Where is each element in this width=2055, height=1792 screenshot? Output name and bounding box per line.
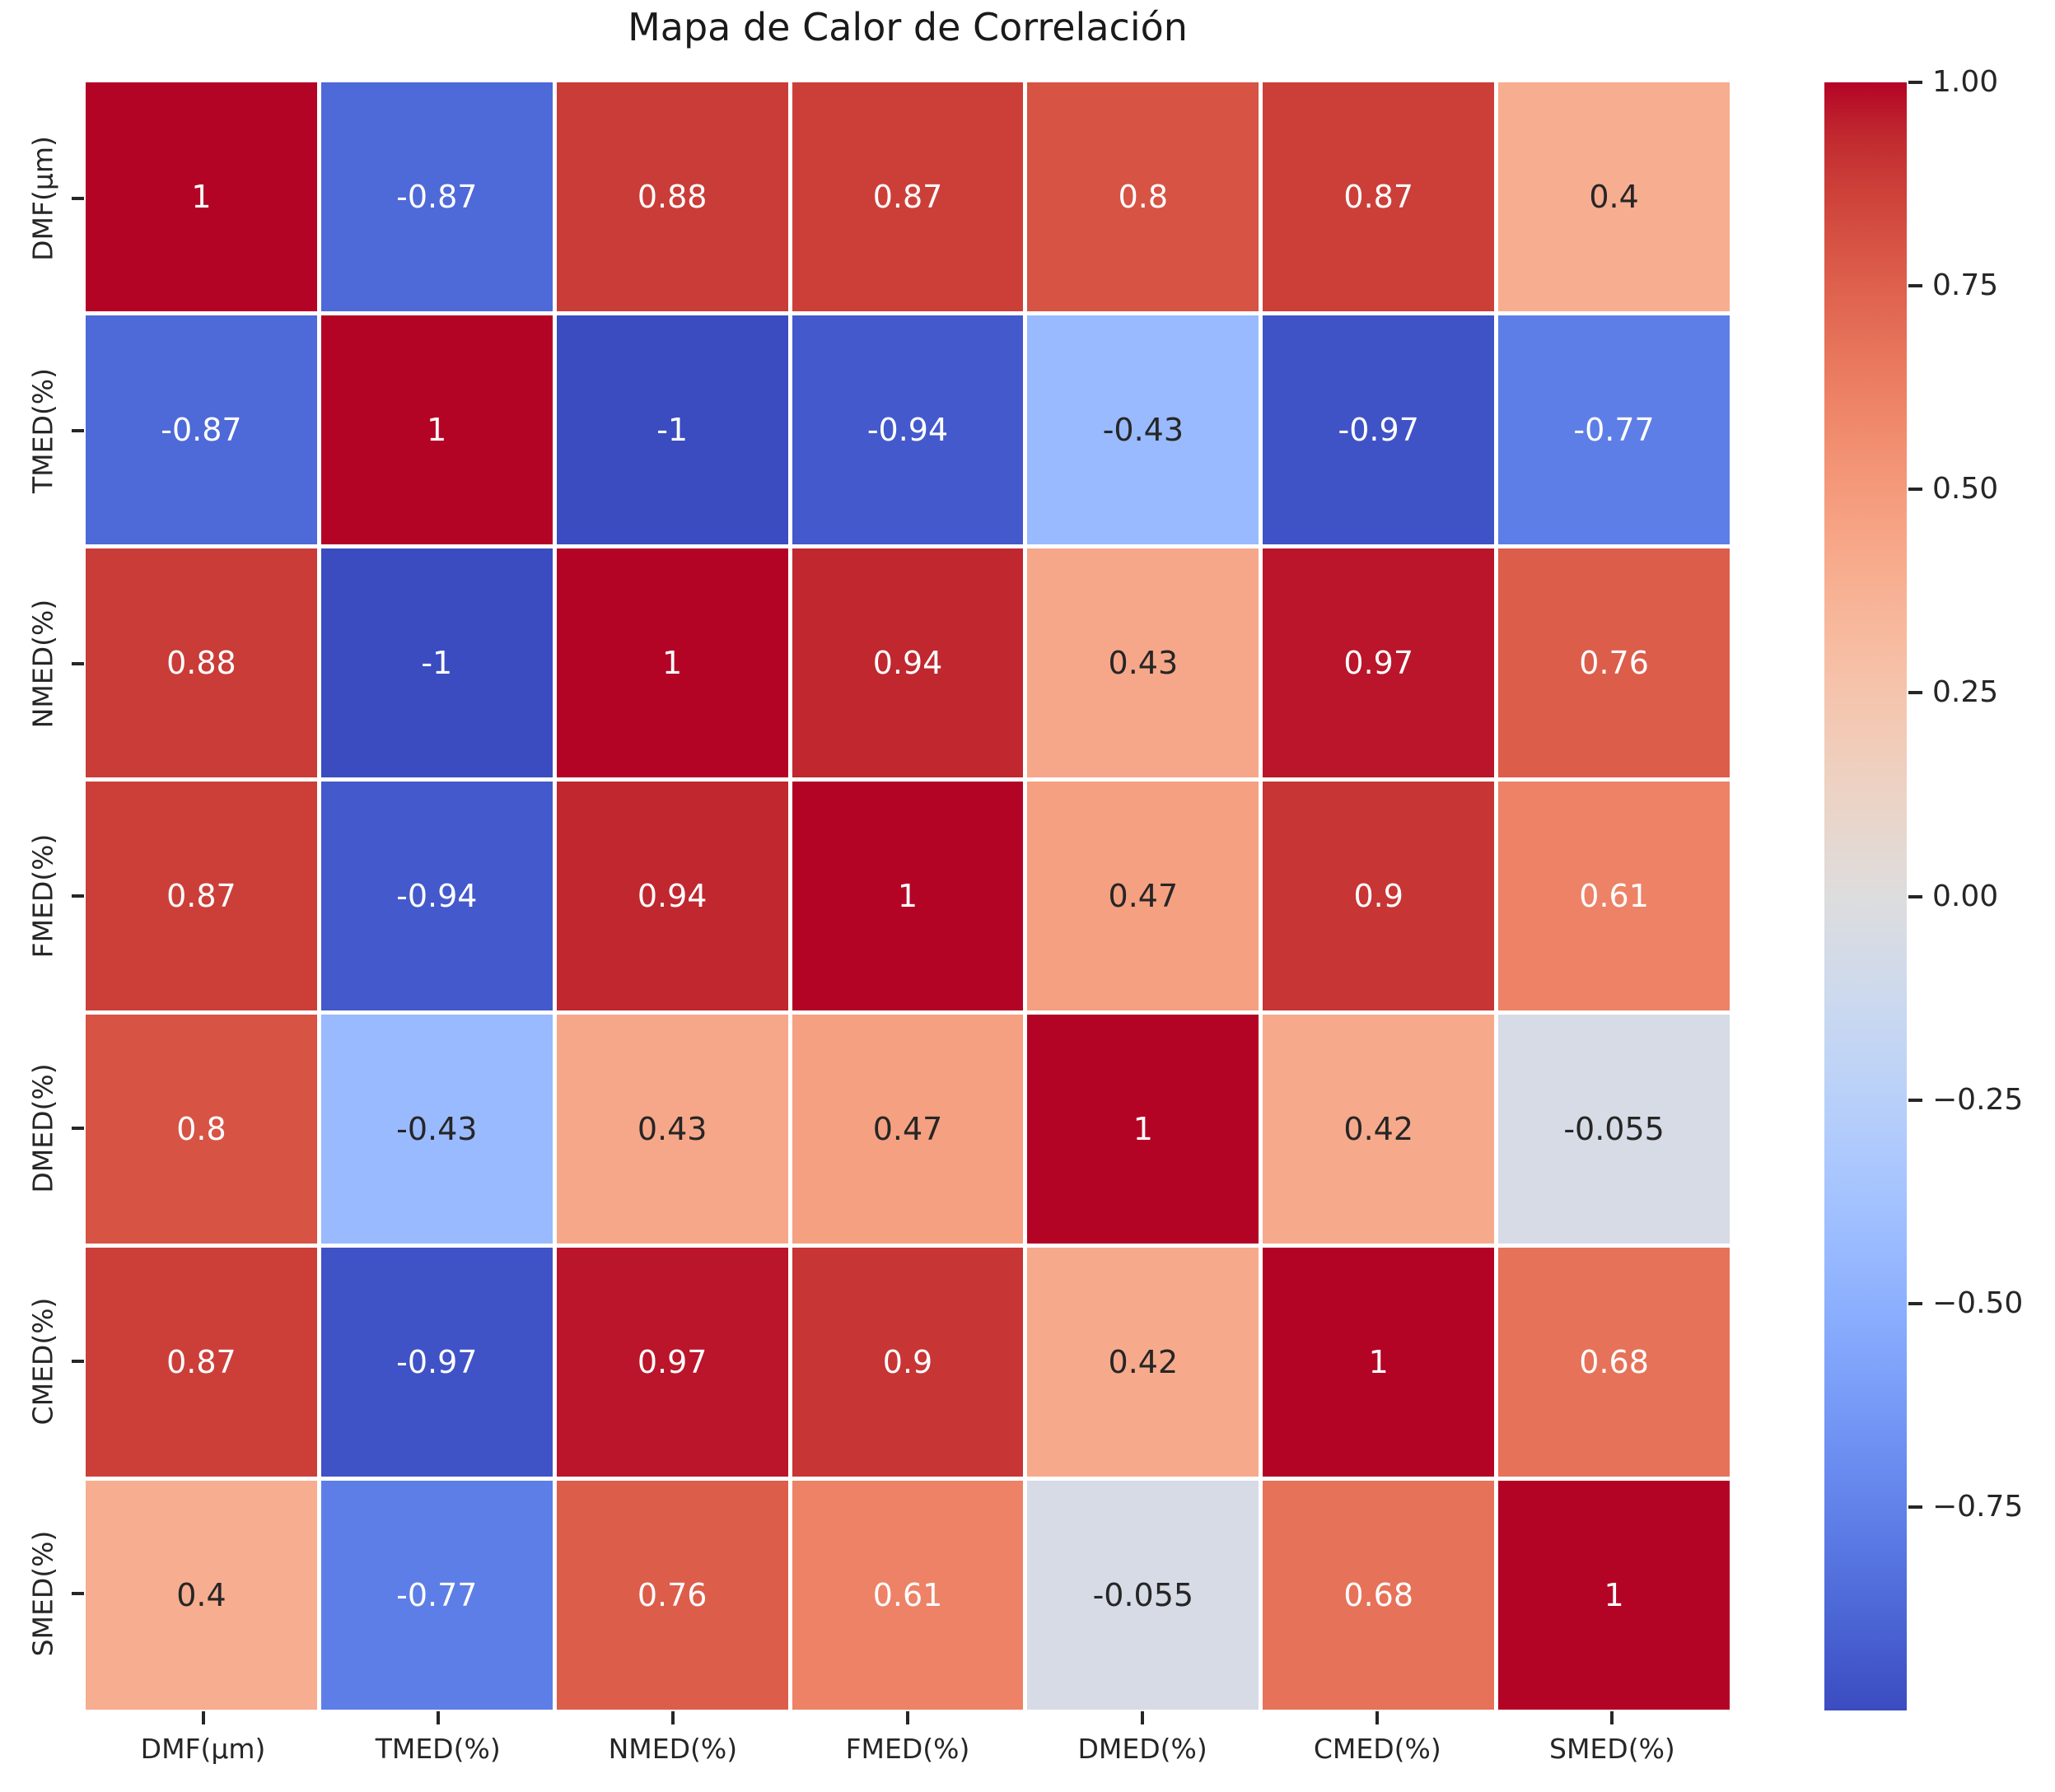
heatmap-cell: 0.87 (1263, 82, 1495, 311)
colorbar (1824, 82, 1907, 1710)
colorbar-tick-label: 1.00 (1932, 65, 1999, 99)
x-tick-mark (1610, 1711, 1614, 1724)
colorbar-tick-mark (1908, 81, 1922, 84)
heatmap-cell: -0.77 (1498, 315, 1730, 544)
heatmap-cell: 0.87 (792, 82, 1024, 311)
x-tick-label: CMED(%) (1313, 1733, 1441, 1765)
x-tick-label: DMF(µm) (140, 1733, 266, 1765)
y-tick-mark (72, 429, 84, 433)
x-tick-label: TMED(%) (375, 1733, 501, 1765)
heatmap-cell: 1 (1498, 1481, 1730, 1710)
chart-title: Mapa de Calor de Correlación (628, 5, 1188, 49)
heatmap-cell: -0.97 (320, 1248, 553, 1477)
heatmap-cell: 0.76 (1498, 548, 1730, 777)
colorbar-tick-mark (1908, 691, 1922, 695)
heatmap-cell: -1 (320, 548, 553, 777)
heatmap-cell: 1 (320, 315, 553, 544)
colorbar-tick-label: 0.25 (1932, 675, 1999, 710)
heatmap-cell: 0.9 (1263, 782, 1495, 1010)
heatmap-cell: 0.8 (1027, 82, 1259, 311)
colorbar-tick-mark (1908, 894, 1922, 898)
heatmap-cell: 0.94 (792, 548, 1024, 777)
colorbar-tick-label: −0.25 (1932, 1082, 2024, 1117)
heatmap-cell: 0.8 (86, 1015, 317, 1244)
y-tick-label: TMED(%) (26, 368, 59, 494)
heatmap-cell: -0.43 (1027, 315, 1259, 544)
heatmap-cell: -0.94 (320, 782, 553, 1010)
heatmap-cell: -0.87 (320, 82, 553, 311)
heatmap-cell: 0.94 (556, 782, 788, 1010)
heatmap-cell: 1 (1263, 1248, 1495, 1477)
x-tick-label: DMED(%) (1077, 1733, 1207, 1765)
x-tick-mark (670, 1711, 675, 1724)
y-tick-label: DMED(%) (26, 1063, 59, 1193)
y-tick-mark (72, 1591, 84, 1595)
colorbar-tick-mark (1908, 488, 1922, 492)
colorbar-tick-mark (1908, 1505, 1922, 1509)
heatmap-cell: 1 (86, 82, 317, 311)
y-tick-label: SMED(%) (26, 1530, 59, 1657)
colorbar-tick-label: −0.75 (1932, 1489, 2024, 1524)
x-tick-mark (1375, 1711, 1380, 1724)
y-tick-label: FMED(%) (26, 833, 59, 959)
colorbar-tick-mark (1908, 284, 1922, 288)
heatmap-cell: 0.42 (1263, 1015, 1495, 1244)
heatmap-cell: 0.43 (1027, 548, 1259, 777)
heatmap-cell: 0.47 (1027, 782, 1259, 1010)
heatmap-cell: 0.42 (1027, 1248, 1259, 1477)
heatmap-cell: 1 (1027, 1015, 1259, 1244)
heatmap-cell: -0.055 (1027, 1481, 1259, 1710)
heatmap-cell: 0.87 (86, 1248, 317, 1477)
heatmap-cell: -0.77 (320, 1481, 553, 1710)
x-tick-label: FMED(%) (845, 1733, 970, 1765)
heatmap-cell: 0.61 (1498, 782, 1730, 1010)
x-tick-mark (1141, 1711, 1145, 1724)
y-tick-mark (72, 1359, 84, 1363)
y-tick-mark (72, 661, 84, 665)
y-tick-mark (72, 1127, 84, 1131)
colorbar-tick-mark (1908, 1301, 1922, 1305)
heatmap-cell: -0.87 (86, 315, 317, 544)
y-tick-mark (72, 197, 84, 201)
heatmap-cell: 0.97 (556, 1248, 788, 1477)
x-tick-label: NMED(%) (608, 1733, 738, 1765)
x-tick-label: SMED(%) (1549, 1733, 1675, 1765)
heatmap-grid: 1 -0.87 0.88 0.87 0.8 0.87 0.4 -0.87 1 -1 -0.94 -0.… (86, 82, 1730, 1710)
x-tick-mark (906, 1711, 909, 1724)
y-tick-mark (72, 894, 84, 898)
heatmap-cell: 0.68 (1263, 1481, 1495, 1710)
colorbar-tick-label: 0.50 (1932, 472, 1999, 506)
heatmap-cell: -0.055 (1498, 1015, 1730, 1244)
heatmap-cell: 0.68 (1498, 1248, 1730, 1477)
y-tick-label: DMF(µm) (26, 136, 59, 262)
heatmap-cell: 0.9 (792, 1248, 1024, 1477)
heatmap-cell: 0.76 (556, 1481, 788, 1710)
colorbar-tick-label: 0.75 (1932, 268, 1999, 303)
y-tick-label: NMED(%) (26, 599, 59, 728)
colorbar-tick-mark (1908, 1098, 1922, 1102)
heatmap-cell: 1 (556, 548, 788, 777)
colorbar-tick-label: −0.50 (1932, 1286, 2024, 1320)
heatmap-cell: -0.43 (320, 1015, 553, 1244)
heatmap-cell: 0.88 (86, 548, 317, 777)
heatmap-cell: 0.87 (86, 782, 317, 1010)
heatmap-cell: -0.97 (1263, 315, 1495, 544)
heatmap-cell: 0.61 (792, 1481, 1024, 1710)
heatmap-cell: 0.4 (86, 1481, 317, 1710)
x-tick-mark (436, 1711, 440, 1724)
heatmap-cell: -0.94 (792, 315, 1024, 544)
heatmap-cell: 0.97 (1263, 548, 1495, 777)
heatmap-cell: 0.88 (556, 82, 788, 311)
heatmap-cell: 0.43 (556, 1015, 788, 1244)
heatmap-cell: -1 (556, 315, 788, 544)
heatmap-cell: 0.47 (792, 1015, 1024, 1244)
heatmap-cell: 1 (792, 782, 1024, 1010)
heatmap-cell: 0.4 (1498, 82, 1730, 311)
colorbar-tick-label: 0.00 (1932, 879, 1999, 913)
x-tick-mark (201, 1711, 205, 1724)
y-tick-label: CMED(%) (26, 1297, 59, 1426)
